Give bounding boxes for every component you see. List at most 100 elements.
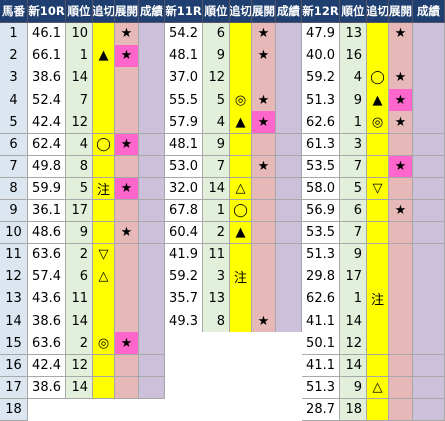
tenkai-mark: ★ bbox=[389, 23, 413, 46]
tenkai-header: 展開 bbox=[389, 0, 413, 23]
empty-cell bbox=[165, 398, 302, 421]
oikiri-mark bbox=[93, 67, 115, 90]
index-value: 37.0 bbox=[165, 67, 203, 90]
seiseki-cell bbox=[276, 133, 302, 157]
empty-cell bbox=[165, 354, 302, 378]
rank-value: 14 bbox=[66, 310, 93, 333]
oikiri-mark bbox=[230, 288, 252, 311]
horse-number: 7 bbox=[0, 155, 28, 179]
tenkai-mark bbox=[252, 133, 276, 157]
tenkai-mark: ★ bbox=[389, 199, 413, 223]
index-value: 41.1 bbox=[302, 310, 340, 333]
rank-value: 8 bbox=[66, 155, 93, 179]
tenkai-header: 展開 bbox=[252, 0, 276, 23]
seiseki-cell bbox=[139, 288, 165, 311]
rank-value: 4 bbox=[340, 67, 367, 90]
oikiri-mark bbox=[93, 199, 115, 223]
tenkai-mark bbox=[115, 354, 139, 378]
index-value: 38.6 bbox=[28, 67, 66, 90]
seiseki-cell bbox=[276, 111, 302, 134]
tenkai-mark bbox=[389, 332, 413, 355]
rank-value: 14 bbox=[66, 67, 93, 90]
seiseki-header: 成績 bbox=[139, 0, 165, 23]
rank-value: 9 bbox=[203, 45, 230, 68]
tenkai-mark: ★ bbox=[252, 89, 276, 112]
oikiri-mark bbox=[93, 23, 115, 46]
seiseki-cell bbox=[276, 310, 302, 333]
tenkai-mark bbox=[389, 376, 413, 400]
seiseki-cell bbox=[139, 332, 165, 355]
rank-value: 14 bbox=[340, 310, 367, 333]
rank-value: 5 bbox=[340, 177, 367, 201]
rank-header: 順位 bbox=[66, 0, 93, 23]
rank-value: 7 bbox=[340, 155, 367, 179]
index-value: 35.7 bbox=[165, 288, 203, 311]
rank-value: 13 bbox=[203, 288, 230, 311]
tenkai-mark bbox=[115, 67, 139, 90]
tenkai-mark: ★ bbox=[252, 23, 276, 46]
index-value: 48.1 bbox=[165, 45, 203, 68]
index-value: 42.4 bbox=[28, 354, 66, 378]
rank-value: 9 bbox=[66, 221, 93, 245]
seiseki-cell bbox=[413, 376, 445, 400]
index-value: 53.0 bbox=[165, 155, 203, 179]
tenkai-mark bbox=[389, 266, 413, 289]
rank-value: 1 bbox=[340, 111, 367, 134]
race-12r-header: 新12R bbox=[302, 0, 340, 23]
rank-value: 6 bbox=[340, 199, 367, 223]
seiseki-cell bbox=[276, 288, 302, 311]
empty-cell bbox=[165, 332, 302, 355]
rank-value: 11 bbox=[66, 288, 93, 311]
oikiri-mark bbox=[230, 155, 252, 179]
oikiri-mark: △ bbox=[93, 266, 115, 289]
tenkai-mark: ★ bbox=[252, 310, 276, 333]
tenkai-mark: ★ bbox=[115, 332, 139, 355]
oikiri-mark bbox=[367, 244, 389, 267]
rank-value: 1 bbox=[203, 199, 230, 223]
tenkai-mark: ★ bbox=[252, 111, 276, 134]
seiseki-cell bbox=[276, 199, 302, 223]
rank-value: 2 bbox=[66, 244, 93, 267]
index-value: 59.2 bbox=[302, 67, 340, 90]
rank-value: 5 bbox=[66, 177, 93, 201]
seiseki-cell bbox=[413, 89, 445, 112]
index-value: 54.2 bbox=[165, 23, 203, 46]
seiseki-cell bbox=[139, 67, 165, 90]
index-value: 29.8 bbox=[302, 266, 340, 289]
horse-number: 1 bbox=[0, 23, 28, 46]
oikiri-mark bbox=[93, 155, 115, 179]
race-10r-header: 新10R bbox=[28, 0, 66, 23]
index-value: 43.6 bbox=[28, 288, 66, 311]
oikiri-mark: 注 bbox=[230, 266, 252, 289]
oikiri-mark: ▽ bbox=[367, 177, 389, 201]
seiseki-cell bbox=[276, 89, 302, 112]
index-value: 49.3 bbox=[165, 310, 203, 333]
seiseki-cell bbox=[276, 23, 302, 46]
index-value: 56.9 bbox=[302, 199, 340, 223]
index-value: 50.1 bbox=[302, 332, 340, 355]
seiseki-cell bbox=[413, 398, 445, 421]
seiseki-cell bbox=[139, 155, 165, 179]
rank-value: 17 bbox=[66, 199, 93, 223]
tenkai-mark bbox=[115, 244, 139, 267]
index-value: 40.0 bbox=[302, 45, 340, 68]
index-value: 67.8 bbox=[165, 199, 203, 223]
oikiri-mark bbox=[367, 398, 389, 421]
oikiri-mark: ◯ bbox=[367, 67, 389, 90]
rank-value: 9 bbox=[203, 133, 230, 157]
horse-number: 14 bbox=[0, 310, 28, 333]
oikiri-mark bbox=[367, 199, 389, 223]
horse-number: 5 bbox=[0, 111, 28, 134]
horse-number: 13 bbox=[0, 288, 28, 311]
oikiri-mark bbox=[93, 376, 115, 400]
seiseki-cell bbox=[413, 221, 445, 245]
rank-value: 9 bbox=[340, 376, 367, 400]
index-value: 63.6 bbox=[28, 332, 66, 355]
tenkai-mark bbox=[115, 89, 139, 112]
empty-cell bbox=[28, 398, 165, 421]
tenkai-mark bbox=[389, 354, 413, 378]
oikiri-header: 追切 bbox=[230, 0, 252, 23]
seiseki-cell bbox=[413, 177, 445, 201]
oikiri-mark bbox=[367, 155, 389, 179]
rank-value: 12 bbox=[203, 67, 230, 90]
